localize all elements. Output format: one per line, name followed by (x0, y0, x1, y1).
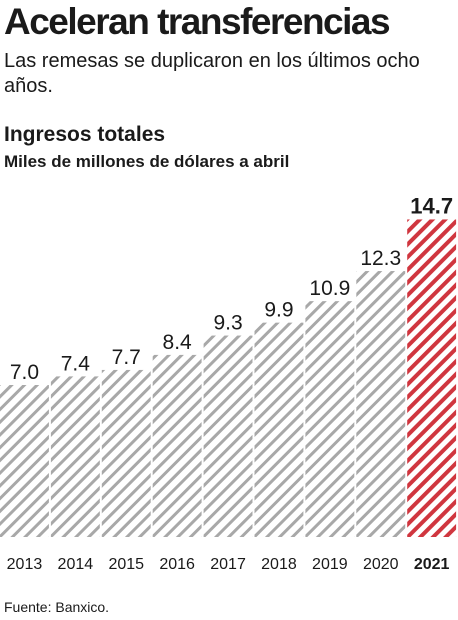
x-tick-label: 2018 (261, 556, 297, 573)
x-tick-label: 2015 (108, 556, 144, 573)
page-title: Aceleran transferencias (4, 1, 391, 42)
bar-highlight (407, 219, 457, 537)
bar (50, 376, 100, 537)
x-tick-label: 2017 (210, 556, 246, 573)
x-tick-label: 2013 (7, 556, 43, 573)
value-labels-group: 7.0 7.4 7.7 8.4 9.3 9.9 10.9 12.3 14.7 (10, 193, 453, 384)
bar (152, 354, 202, 537)
x-tick-label: 2021 (414, 556, 450, 573)
page-subtitle: Las remesas se duplicaron en los últimos… (4, 50, 420, 97)
bars-group (0, 219, 457, 537)
bar-value-label: 14.7 (410, 193, 453, 218)
bar-value-label: 12.3 (360, 247, 401, 270)
bar-value-label: 10.9 (309, 277, 350, 300)
bar-value-label: 7.0 (10, 361, 39, 384)
x-tick-label: 2014 (58, 556, 94, 573)
x-tick-label: 2020 (363, 556, 399, 573)
bar (356, 271, 406, 537)
x-tick-label: 2016 (159, 556, 195, 573)
x-tick-label: 2019 (312, 556, 348, 573)
year-labels-group: 2013 2014 2015 2016 2017 2018 2019 2020 2021 (7, 556, 450, 573)
bar (101, 369, 151, 537)
bar (305, 301, 355, 537)
chart-units: Miles de millones de dólares a abril (4, 152, 290, 171)
bar-value-label: 7.4 (61, 352, 91, 375)
source-note: Fuente: Banxico. (4, 599, 110, 615)
chart-title: Ingresos totales (4, 123, 166, 146)
bar (254, 322, 304, 537)
bar-value-label: 8.4 (163, 331, 193, 354)
bar (203, 335, 253, 537)
bar-value-label: 7.7 (112, 346, 141, 369)
bar-value-label: 9.9 (264, 299, 293, 322)
bar (0, 385, 49, 537)
bar-value-label: 9.3 (213, 312, 242, 335)
